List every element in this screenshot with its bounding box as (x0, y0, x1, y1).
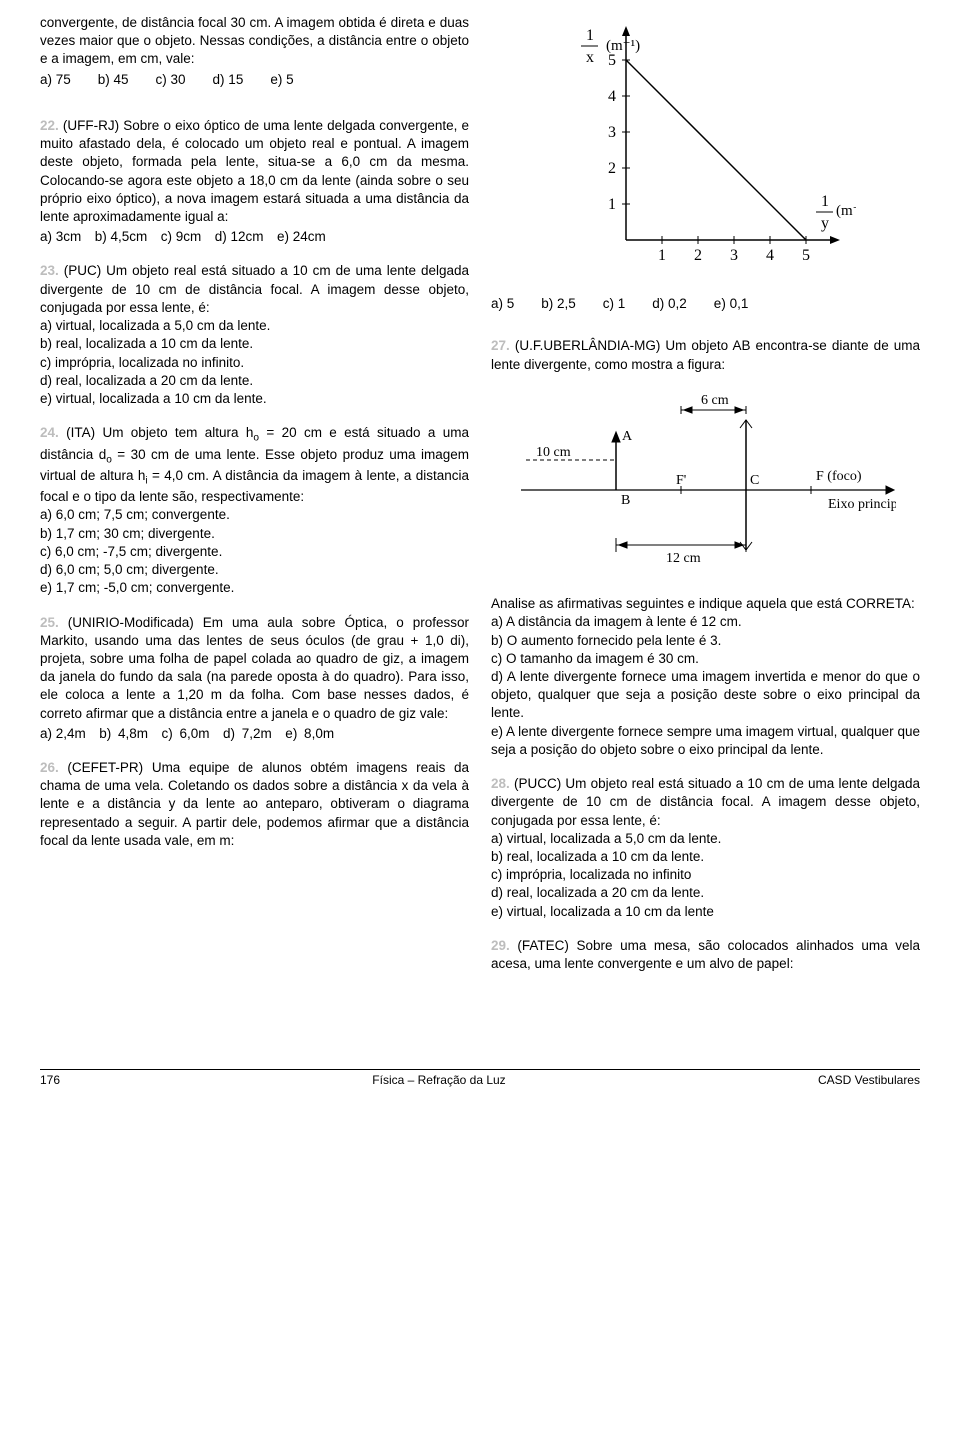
option-c: c) O tamanho da imagem é 30 cm. (491, 650, 920, 668)
option-d: d) 6,0 cm; 5,0 cm; divergente. (40, 561, 469, 579)
question-text: (PUCC) Um objeto real está situado a 10 … (491, 776, 920, 827)
x-axis-denominator: y (821, 215, 829, 232)
label-a: A (622, 429, 633, 444)
option-d: d) real, localizada a 20 cm da lente. (491, 884, 920, 902)
svg-text:5: 5 (802, 247, 810, 264)
question-26: 26. (CEFET-PR) Uma equipe de alunos obté… (40, 759, 469, 850)
option-b: b) real, localizada a 10 cm da lente. (491, 848, 920, 866)
right-column: 1 x (m⁻¹) 5 4 3 2 1 (491, 14, 920, 989)
option-d: d) real, localizada a 20 cm da lente. (40, 372, 469, 390)
question-text: (UNIRIO-Modificada) Em uma aula sobre Óp… (40, 615, 469, 721)
label-c: C (750, 473, 759, 488)
footer-brand: CASD Vestibulares (818, 1072, 920, 1088)
option-e: e) A lente divergente fornece sempre uma… (491, 723, 920, 759)
x-axis-unit: (m⁻¹) (836, 203, 856, 219)
svg-text:3: 3 (608, 124, 616, 141)
question-number: 23. (40, 263, 59, 278)
question-number: 22. (40, 118, 59, 133)
option-b: b) 1,7 cm; 30 cm; divergente. (40, 525, 469, 543)
x-axis-numerator: 1 (821, 193, 829, 210)
question-number: 27. (491, 338, 510, 353)
svg-text:5: 5 (608, 52, 616, 69)
label-f: F (foco) (816, 469, 862, 484)
option-d: d) A lente divergente fornece uma imagem… (491, 668, 920, 723)
left-column: convergente, de distância focal 30 cm. A… (40, 14, 469, 989)
question-options: a) 2,4m b) 4,8m c) 6,0m d) 7,2m e) 8,0m (40, 725, 469, 743)
question-text: (FATEC) Sobre uma mesa, são colocados al… (491, 938, 920, 971)
svg-text:1: 1 (608, 196, 616, 213)
footer-page-number: 176 (40, 1072, 60, 1088)
page-footer: 176 Física – Refração da Luz CASD Vestib… (40, 1069, 920, 1088)
question-number: 28. (491, 776, 510, 791)
question-text: (CEFET-PR) Uma equipe de alunos obtém im… (40, 760, 469, 848)
question-26-options: a) 5 b) 2,5 c) 1 d) 0,2 e) 0,1 (491, 295, 920, 313)
label-6cm: 6 cm (701, 393, 729, 408)
option-c: c) 6,0 cm; -7,5 cm; divergente. (40, 543, 469, 561)
label-eixo: Eixo principal (828, 497, 896, 512)
option-c: c) imprópria, localizada no infinito (491, 866, 920, 884)
q27-figure: Eixo principal C A B F' (491, 380, 920, 585)
question-options: a) 3cm b) 4,5cm c) 9cm d) 12cm e) 24cm (40, 228, 469, 246)
svg-text:4: 4 (766, 247, 774, 264)
question-28: 28. (PUCC) Um objeto real está situado a… (491, 775, 920, 921)
option-e: e) virtual, localizada a 10 cm da lente (491, 903, 920, 921)
option-a: a) virtual, localizada a 5,0 cm da lente… (491, 830, 920, 848)
question-options: a) 5 b) 2,5 c) 1 d) 0,2 e) 0,1 (491, 295, 920, 313)
question-number: 29. (491, 938, 510, 953)
chart-26: 1 x (m⁻¹) 5 4 3 2 1 (491, 20, 920, 285)
svg-text:2: 2 (608, 160, 616, 177)
option-a: a) 6,0 cm; 7,5 cm; convergente. (40, 506, 469, 524)
question-number: 26. (40, 760, 59, 775)
label-12cm: 12 cm (666, 551, 701, 566)
question-text-a: (ITA) Um objeto tem altura h (59, 425, 254, 440)
label-10cm: 10 cm (536, 445, 571, 460)
label-fprime: F' (676, 473, 686, 488)
question-intro: convergente, de distância focal 30 cm. A… (40, 14, 469, 89)
svg-text:3: 3 (730, 247, 738, 264)
question-29: 29. (FATEC) Sobre uma mesa, são colocado… (491, 937, 920, 973)
chart-svg: 1 x (m⁻¹) 5 4 3 2 1 (556, 20, 856, 280)
analise-text: Analise as afirmativas seguintes e indiq… (491, 595, 920, 613)
question-24: 24. (ITA) Um objeto tem altura ho = 20 c… (40, 424, 469, 597)
option-c: c) imprópria, localizada no infinito. (40, 354, 469, 372)
option-e: e) virtual, localizada a 10 cm da lente. (40, 390, 469, 408)
y-axis-denominator: x (586, 49, 594, 66)
question-text: convergente, de distância focal 30 cm. A… (40, 15, 469, 66)
question-number: 25. (40, 615, 59, 630)
question-text: (U.F.UBERLÂNDIA-MG) Um objeto AB encontr… (491, 338, 920, 371)
option-a: a) A distância da imagem à lente é 12 cm… (491, 613, 920, 631)
svg-text:1: 1 (658, 247, 666, 264)
question-number: 24. (40, 425, 59, 440)
option-b: b) real, localizada a 10 cm da lente. (40, 335, 469, 353)
option-a: a) virtual, localizada a 5,0 cm da lente… (40, 317, 469, 335)
question-options: a) 75 b) 45 c) 30 d) 15 e) 5 (40, 71, 469, 89)
question-27: 27. (U.F.UBERLÂNDIA-MG) Um objeto AB enc… (491, 337, 920, 759)
question-23: 23. (PUC) Um objeto real está situado a … (40, 262, 469, 408)
option-b: b) O aumento fornecido pela lente é 3. (491, 632, 920, 650)
question-25: 25. (UNIRIO-Modificada) Em uma aula sobr… (40, 614, 469, 744)
chart-line (626, 60, 806, 240)
lens-diagram: Eixo principal C A B F' (516, 380, 896, 580)
question-text: (UFF-RJ) Sobre o eixo óptico de uma lent… (40, 118, 469, 224)
y-axis-numerator: 1 (586, 27, 594, 44)
question-text: (PUC) Um objeto real está situado a 10 c… (40, 263, 469, 314)
svg-text:4: 4 (608, 88, 616, 105)
label-b: B (621, 493, 630, 508)
svg-text:2: 2 (694, 247, 702, 264)
footer-title: Física – Refração da Luz (372, 1072, 505, 1088)
question-22: 22. (UFF-RJ) Sobre o eixo óptico de uma … (40, 117, 469, 247)
option-e: e) 1,7 cm; -5,0 cm; convergente. (40, 579, 469, 597)
